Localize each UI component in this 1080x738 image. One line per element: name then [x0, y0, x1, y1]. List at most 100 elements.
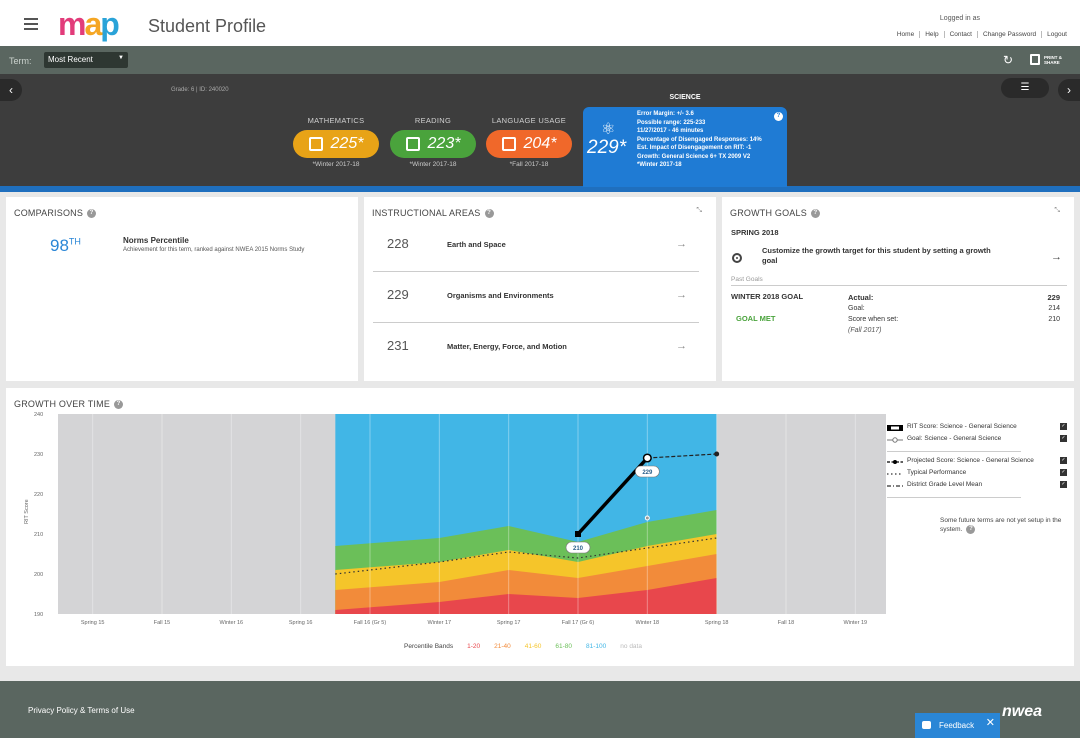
actual-label: Actual: — [848, 293, 874, 302]
subject-term: *Winter 2017-18 — [409, 161, 457, 168]
menu-icon[interactable] — [24, 18, 38, 30]
legend-item[interactable]: Typical Performance ✓ — [887, 468, 1067, 480]
goal-point — [644, 515, 650, 521]
x-tick-label: Winter 17 — [428, 620, 452, 626]
percentile-band-1 — [335, 578, 717, 614]
area-score: 231 — [387, 338, 409, 353]
term-selected-value: Most Recent — [48, 55, 93, 64]
contact-link[interactable]: Contact — [945, 31, 978, 38]
science-title: SCIENCE — [669, 94, 701, 101]
legend-item[interactable]: Goal: Science - General Science ✓ — [887, 434, 1067, 446]
checkbox-checked-icon[interactable]: ✓ — [1060, 481, 1067, 488]
band-no-data: no data — [620, 643, 642, 650]
legend-item[interactable]: Projected Score: Science - General Scien… — [887, 456, 1067, 468]
subject-name: READING — [414, 116, 452, 125]
footer: Privacy Policy & Terms of Use nwea Feedb… — [0, 681, 1080, 738]
instructional-area-row[interactable]: 229 Organisms and Environments → — [373, 272, 699, 323]
disengagement-impact: Est. Impact of Disengagement on RIT: -1 — [637, 145, 752, 151]
growth-title: GROWTH OVER TIME — [14, 399, 111, 409]
home-link[interactable]: Home — [892, 31, 921, 38]
feedback-label: Feedback — [939, 721, 975, 730]
growth-goals-title: GROWTH GOALS — [730, 208, 807, 218]
help-icon[interactable]: ? — [484, 209, 494, 219]
subject-language-usage[interactable]: LANGUAGE USAGE 204* *Fall 2017-18 — [486, 116, 572, 168]
band-41-60: 41-60 — [524, 643, 542, 650]
privacy-terms-link[interactable]: Privacy Policy & Terms of Use — [28, 706, 135, 715]
x-tick-label: Fall 15 — [154, 620, 171, 626]
expand-icon[interactable]: ⤡ — [696, 207, 702, 214]
legend-item[interactable]: RIT Score: Science - General Science ✓ — [887, 422, 1067, 434]
arrow-right-icon: → — [676, 238, 687, 250]
score-pill: 225* — [293, 130, 379, 158]
profile-band-stripe — [0, 186, 1080, 192]
y-tick-label: 220 — [34, 492, 43, 498]
projected-score-point — [714, 451, 720, 457]
term-bar: Term: Most Recent ▼ ↻ PRINT & SHARE — [0, 46, 1080, 74]
help-icon[interactable]: ? — [810, 209, 820, 219]
term-select[interactable]: Most Recent ▼ — [44, 52, 128, 68]
rit-score-label: 229 — [642, 470, 653, 476]
arrow-right-icon[interactable]: → — [1051, 251, 1062, 263]
band-81-100: 81-100 — [586, 643, 607, 650]
checkbox-checked-icon[interactable]: ✓ — [1060, 435, 1067, 442]
legend-label: District Grade Level Mean — [907, 481, 983, 488]
roster-menu-icon[interactable]: ☰ — [1001, 78, 1049, 98]
legend-symbol — [887, 471, 903, 477]
help-icon[interactable]: ? — [114, 400, 124, 410]
customize-goal-link[interactable]: Customize the growth target for this stu… — [762, 246, 991, 265]
map-logo[interactable]: map — [58, 6, 120, 42]
checkbox-checked-icon[interactable]: ✓ — [1060, 423, 1067, 430]
subject-name: LANGUAGE USAGE — [491, 116, 567, 125]
calculator-icon — [308, 137, 323, 151]
x-tick-label: Spring 17 — [497, 620, 521, 626]
expand-icon[interactable]: ⤡ — [1054, 207, 1060, 214]
feedback-button[interactable]: Feedback ✕ — [915, 713, 1000, 738]
future-note-text: Some future terms are not yet setup in t… — [940, 517, 1062, 534]
term-label: Term: — [9, 56, 32, 66]
score-pill: 223* — [390, 130, 476, 158]
card-title: INSTRUCTIONAL AREAS? — [372, 208, 494, 219]
goal-row-labels: Actual: Goal: Score when set: (Fall 2017… — [848, 292, 898, 336]
close-icon[interactable]: ✕ — [985, 717, 995, 729]
nwea-logo: nwea — [1002, 703, 1043, 720]
rit-score-label-bg — [565, 541, 591, 554]
checkbox-checked-icon[interactable]: ✓ — [1060, 457, 1067, 464]
science-score: 229* — [587, 137, 627, 158]
goal-season: SPRING 2018 — [731, 228, 779, 237]
legend-item[interactable]: District Grade Level Mean ✓ — [887, 480, 1067, 492]
score-set-term: (Fall 2017) — [848, 327, 882, 334]
y-tick-label: 240 — [34, 412, 43, 418]
subject-reading[interactable]: READING 223* *Winter 2017-18 — [390, 116, 476, 168]
area-name: Organisms and Environments — [447, 291, 554, 300]
previous-student-button[interactable]: ‹ — [0, 79, 22, 101]
science-details: Error Margin: +/- 3.6 Possible range: 22… — [637, 110, 762, 170]
rit-score-label-bg — [635, 465, 660, 478]
legend-symbol — [887, 437, 903, 443]
next-student-button[interactable]: › — [1058, 79, 1080, 101]
help-link[interactable]: Help — [920, 31, 945, 38]
legend-label: Projected Score: Science - General Scien… — [907, 457, 1034, 464]
top-header: map Student Profile Logged in as Home He… — [0, 0, 1080, 46]
subject-mathematics[interactable]: MATHEMATICS 225* *Winter 2017-18 — [293, 116, 379, 168]
instructional-area-row[interactable]: 231 Matter, Energy, Force, and Motion → — [373, 323, 699, 374]
print-share-button[interactable]: PRINT & SHARE — [1030, 54, 1068, 65]
legend-label: Typical Performance — [907, 469, 967, 476]
refresh-icon[interactable]: ↻ — [1003, 53, 1014, 67]
help-icon[interactable]: ? — [774, 112, 783, 121]
area-score: 228 — [387, 236, 409, 251]
help-icon[interactable]: ? — [966, 525, 976, 534]
possible-range: Possible range: 225-233 — [637, 119, 706, 126]
y-tick-label: 200 — [34, 572, 43, 578]
instructional-area-row[interactable]: 228 Earth and Space → — [373, 221, 699, 272]
science-term: *Winter 2017-18 — [637, 162, 682, 168]
growth-norm: Growth: General Science 6+ TX 2009 V2 — [637, 153, 751, 160]
checkbox-checked-icon[interactable]: ✓ — [1060, 469, 1067, 476]
change-password-link[interactable]: Change Password — [978, 31, 1043, 38]
help-icon[interactable]: ? — [87, 209, 97, 219]
subject-science[interactable]: ⚛ 229* Error Margin: +/- 3.6 Possible ra… — [583, 107, 787, 187]
percentile-number: 98 — [50, 236, 69, 255]
x-tick-label: Winter 16 — [220, 620, 244, 626]
logout-link[interactable]: Logout — [1047, 31, 1067, 38]
rit-score-label: 210 — [573, 546, 584, 552]
pencil-icon — [501, 137, 516, 151]
